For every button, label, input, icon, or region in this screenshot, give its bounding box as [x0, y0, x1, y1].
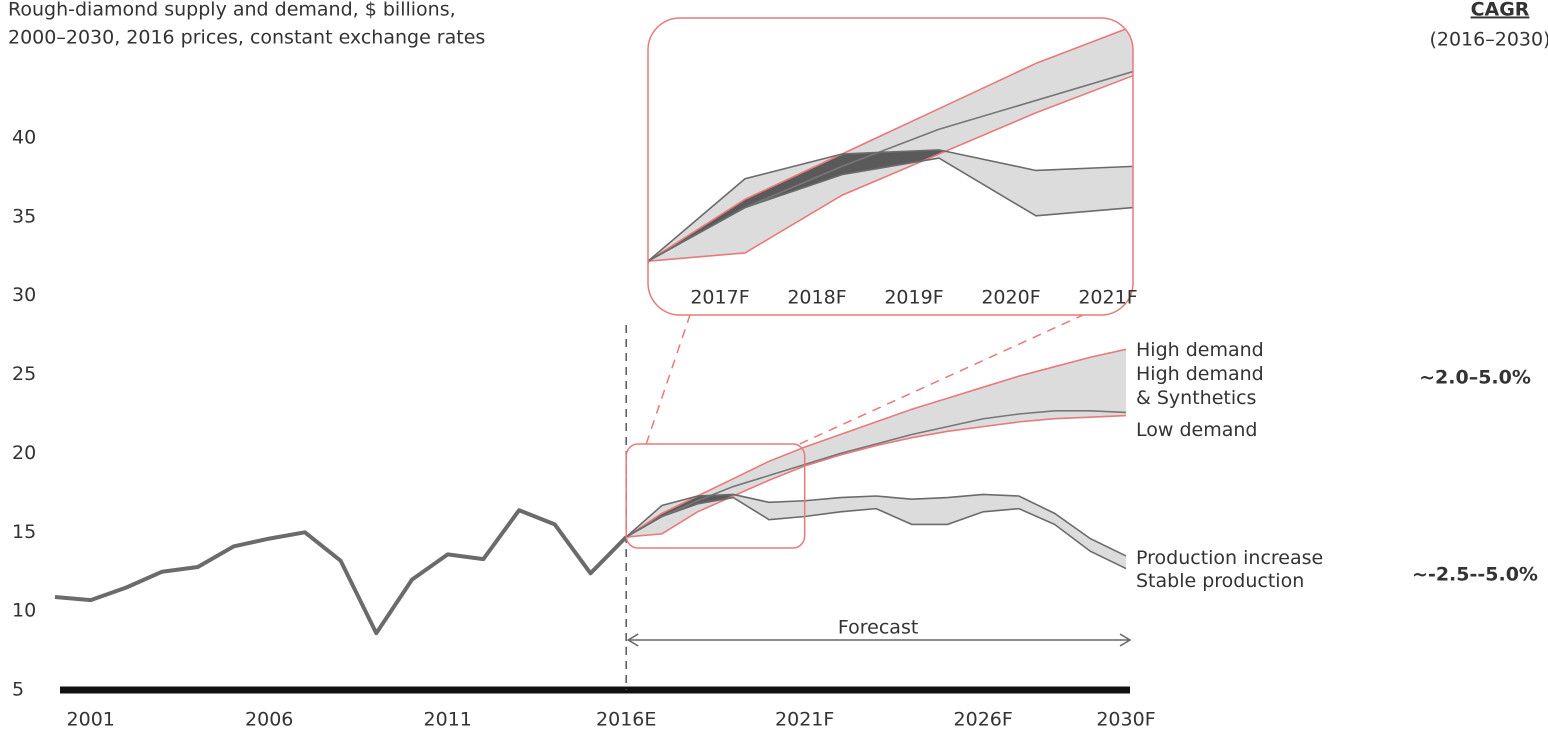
y-tick-label: 30 [12, 284, 36, 306]
cagr-period: (2016–2030) [1429, 29, 1548, 51]
y-tick-label: 40 [12, 127, 36, 149]
arrow-head [1119, 633, 1132, 647]
line [625, 348, 1127, 538]
legend-label: Production increase [1136, 547, 1324, 569]
line [648, 157, 1133, 315]
legend-label: Stable production [1136, 570, 1305, 592]
y-tick-label: 10 [12, 600, 36, 622]
zoom-connector [799, 314, 1084, 445]
inset-frame [647, 17, 1134, 316]
legend-label: Low demand [1136, 419, 1258, 441]
inset-x-tick-label: 2017F [690, 287, 749, 309]
line [626, 414, 1127, 538]
y-tick-label: 15 [12, 521, 36, 543]
arrow-head [626, 633, 639, 647]
inset-x-tick-label: 2018F [787, 287, 846, 309]
chart-title: Rough-diamond supply and demand, $ billi… [8, 0, 456, 21]
cagr-value: ~-2.5--5.0% [1412, 564, 1538, 586]
line [625, 496, 1127, 570]
line [625, 493, 1127, 557]
zoom-connector [645, 314, 691, 445]
line [648, 18, 1133, 262]
x-tick-label: 2001 [67, 709, 115, 731]
line [648, 18, 1133, 262]
y-tick-label: 35 [12, 205, 36, 227]
x-tick-label: 2021F [775, 709, 834, 731]
line [648, 18, 1133, 262]
inset-x-tick-label: 2019F [884, 287, 943, 309]
cagr-value: ~2.0–5.0% [1419, 367, 1531, 389]
x-tick-label: 2030F [1096, 709, 1155, 731]
y-tick-label: 20 [12, 442, 36, 464]
zoom-box [625, 443, 806, 549]
line [648, 149, 1133, 312]
chart-subtitle: 2000–2030, 2016 prices, constant exchang… [8, 27, 485, 49]
legend-label: High demand [1136, 339, 1264, 361]
line [54, 508, 628, 636]
line [648, 188, 650, 315]
x-tick-label: 2026F [954, 709, 1013, 731]
x-tick-label: 2006 [245, 709, 293, 731]
inset [648, 18, 1133, 315]
annotation: Forecast [838, 617, 918, 639]
y-tick-label: 5 [12, 679, 24, 701]
cagr-title: CAGR [1471, 0, 1530, 21]
x-tick-label: 2011 [424, 709, 472, 731]
x-tick-label: 2016E [596, 709, 656, 731]
legend-label: High demand & Synthetics [1136, 363, 1264, 409]
inset-x-tick-label: 2020F [981, 287, 1040, 309]
inset-x-tick-label: 2021F [1078, 287, 1137, 309]
y-tick-label: 25 [12, 363, 36, 385]
